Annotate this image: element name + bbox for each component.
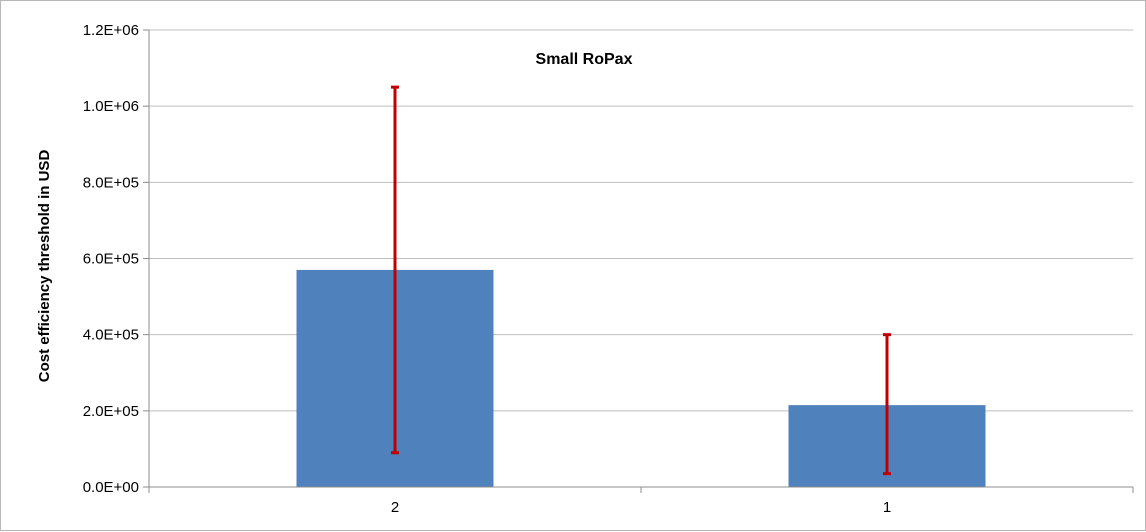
y-tick-label: 6.0E+05 — [83, 251, 139, 268]
y-tick-label: 0.0E+00 — [83, 479, 139, 496]
bars — [296, 269, 986, 487]
y-tick-label: 1.2E+06 — [83, 22, 139, 39]
y-tick-label: 4.0E+05 — [83, 327, 139, 344]
axes — [143, 29, 1134, 493]
error-bars — [391, 85, 891, 476]
x-tick-label: 1 — [883, 499, 891, 516]
x-tick-label: 2 — [391, 499, 399, 516]
chart-title: Small RoPax — [536, 51, 633, 68]
y-axis-title: Cost efficiency threshold in USD — [36, 150, 53, 383]
y-tick-label: 8.0E+05 — [83, 174, 139, 191]
tick-labels: 0.0E+00 2.0E+05 4.0E+05 6.0E+05 8.0E+05 1.0E+… — [83, 22, 891, 516]
y-tick-label: 2.0E+05 — [83, 403, 139, 420]
y-tick-label: 1.0E+06 — [83, 98, 139, 115]
